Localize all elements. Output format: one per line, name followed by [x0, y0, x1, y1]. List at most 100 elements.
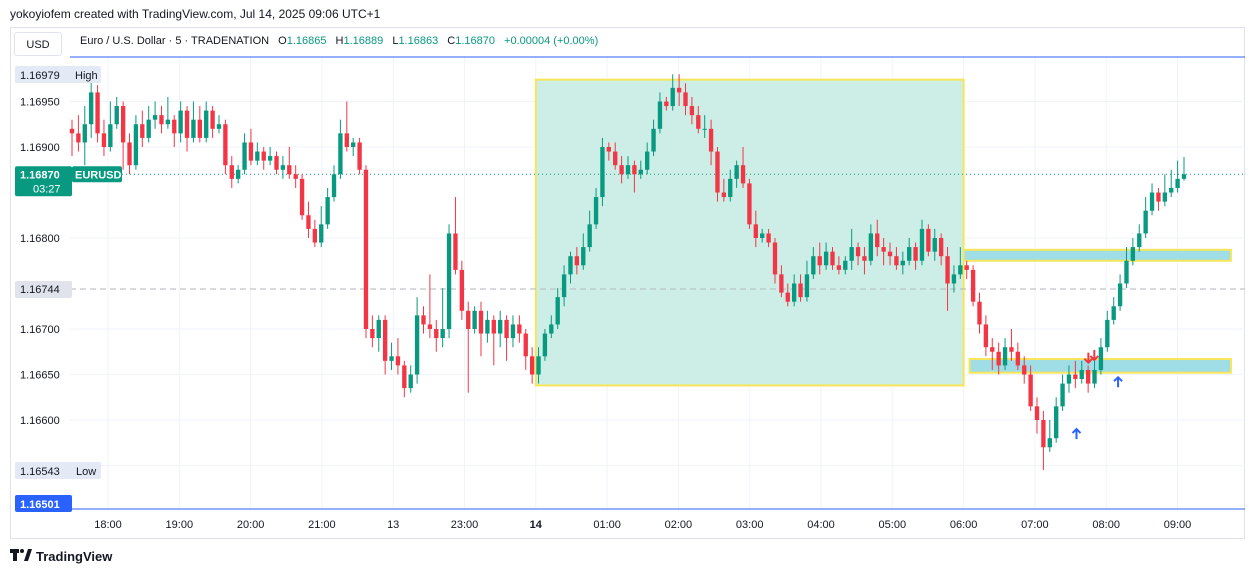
candle-body: [1130, 247, 1136, 261]
candle-body: [964, 265, 969, 270]
candle-body: [958, 265, 963, 275]
candle-body: [907, 247, 912, 261]
candle-body: [184, 110, 190, 138]
candle-body: [581, 247, 586, 266]
candle-body: [549, 324, 554, 334]
candle-body: [536, 356, 541, 375]
candle-body: [638, 169, 643, 175]
bottom-price-value: 1.16501: [20, 499, 60, 511]
candle-body: [683, 92, 688, 107]
candle-body: [69, 128, 75, 134]
candle-body: [114, 106, 119, 125]
candle-body: [740, 165, 746, 184]
candle-body: [926, 228, 931, 252]
candle-body: [760, 233, 765, 238]
candle-body: [440, 329, 445, 339]
candle-body: [434, 329, 439, 339]
candle-body: [1092, 369, 1097, 384]
candle-body: [798, 283, 803, 298]
candle-body: [389, 356, 394, 361]
candle-body: [836, 265, 842, 270]
candle-body: [983, 324, 989, 348]
candle-body: [197, 119, 202, 138]
close-label: C: [447, 35, 456, 47]
candle-body: [1041, 420, 1046, 448]
candle-body: [619, 165, 624, 175]
y-tick-label: 1.16600: [20, 415, 60, 427]
candle-body: [613, 151, 618, 166]
candle-body: [120, 106, 126, 143]
candle-body: [1047, 438, 1052, 448]
candle-body: [849, 247, 854, 261]
candle-body: [1085, 369, 1091, 384]
candle-body: [938, 238, 944, 257]
candle-body: [875, 233, 880, 248]
x-tick-label: 01:00: [593, 519, 621, 531]
symbol-title[interactable]: Euro / U.S. Dollar · 5 · TRADENATION: [80, 35, 270, 47]
ohlc-legend: Euro / U.S. Dollar · 5 · TRADENATION O1.…: [80, 35, 598, 47]
candle-body: [1073, 374, 1078, 380]
x-tick-label: 18:00: [94, 519, 122, 531]
candle-body: [414, 315, 420, 375]
close-value: 1.16870: [455, 35, 495, 47]
candle-body: [990, 347, 995, 352]
currency-button[interactable]: USD: [14, 32, 62, 56]
candle-body: [427, 324, 433, 329]
current-price-badge: [15, 166, 72, 197]
candle-body: [382, 319, 388, 361]
tradingview-logo[interactable]: TradingView: [10, 548, 112, 565]
candle-body: [1162, 192, 1168, 202]
candle-body: [108, 124, 113, 147]
candle-body: [274, 156, 279, 170]
candle-body: [472, 310, 477, 329]
open-value: 1.16865: [286, 35, 327, 47]
candle-body: [344, 133, 349, 147]
candle-body: [216, 124, 222, 129]
candle-body: [1002, 347, 1008, 366]
candle-body: [676, 87, 682, 93]
candle-body: [453, 233, 458, 270]
candle-body: [172, 119, 177, 134]
y-tick-label: 1.16700: [20, 324, 60, 336]
candle-body: [900, 260, 905, 266]
candle-body: [600, 147, 605, 198]
candle-body: [843, 260, 848, 270]
low-price-value: 1.16543: [20, 466, 60, 478]
candle-body: [1175, 178, 1180, 188]
low-price-label: Low: [76, 466, 96, 478]
arrow-down-icon: [1089, 349, 1100, 362]
candle-body: [1079, 369, 1084, 380]
candle-body: [1028, 374, 1033, 407]
candle-body: [1117, 283, 1123, 307]
candle-body: [223, 124, 228, 166]
candle-body: [229, 165, 234, 179]
candle-body: [421, 315, 426, 325]
candle-body: [791, 283, 797, 302]
candle-body: [376, 319, 381, 339]
x-tick-label: 04:00: [807, 519, 835, 531]
tradingview-logo-icon: [10, 548, 32, 565]
low-label: L: [392, 35, 399, 47]
candle-body: [517, 324, 522, 334]
candle-body: [670, 87, 675, 107]
candle-body: [830, 251, 835, 266]
high-price-value: 1.16979: [20, 70, 60, 82]
bottom-price-badge: [15, 495, 72, 512]
candle-body: [255, 151, 260, 161]
high-price-badge: [15, 66, 101, 83]
x-tick-label: 19:00: [166, 519, 194, 531]
candle-body: [178, 110, 183, 134]
candle-body: [235, 169, 241, 179]
symbol-badge: [72, 166, 122, 183]
candle-body: [689, 106, 695, 116]
candle-body: [504, 319, 509, 339]
candle-body: [478, 310, 484, 334]
candle-body: [1181, 174, 1187, 179]
candle-body: [242, 142, 247, 170]
x-tick-label: 13: [387, 519, 399, 531]
candle-body: [485, 319, 490, 334]
candle-body: [287, 165, 292, 175]
arrow-shape: [1071, 427, 1082, 440]
candle-body: [459, 269, 465, 311]
